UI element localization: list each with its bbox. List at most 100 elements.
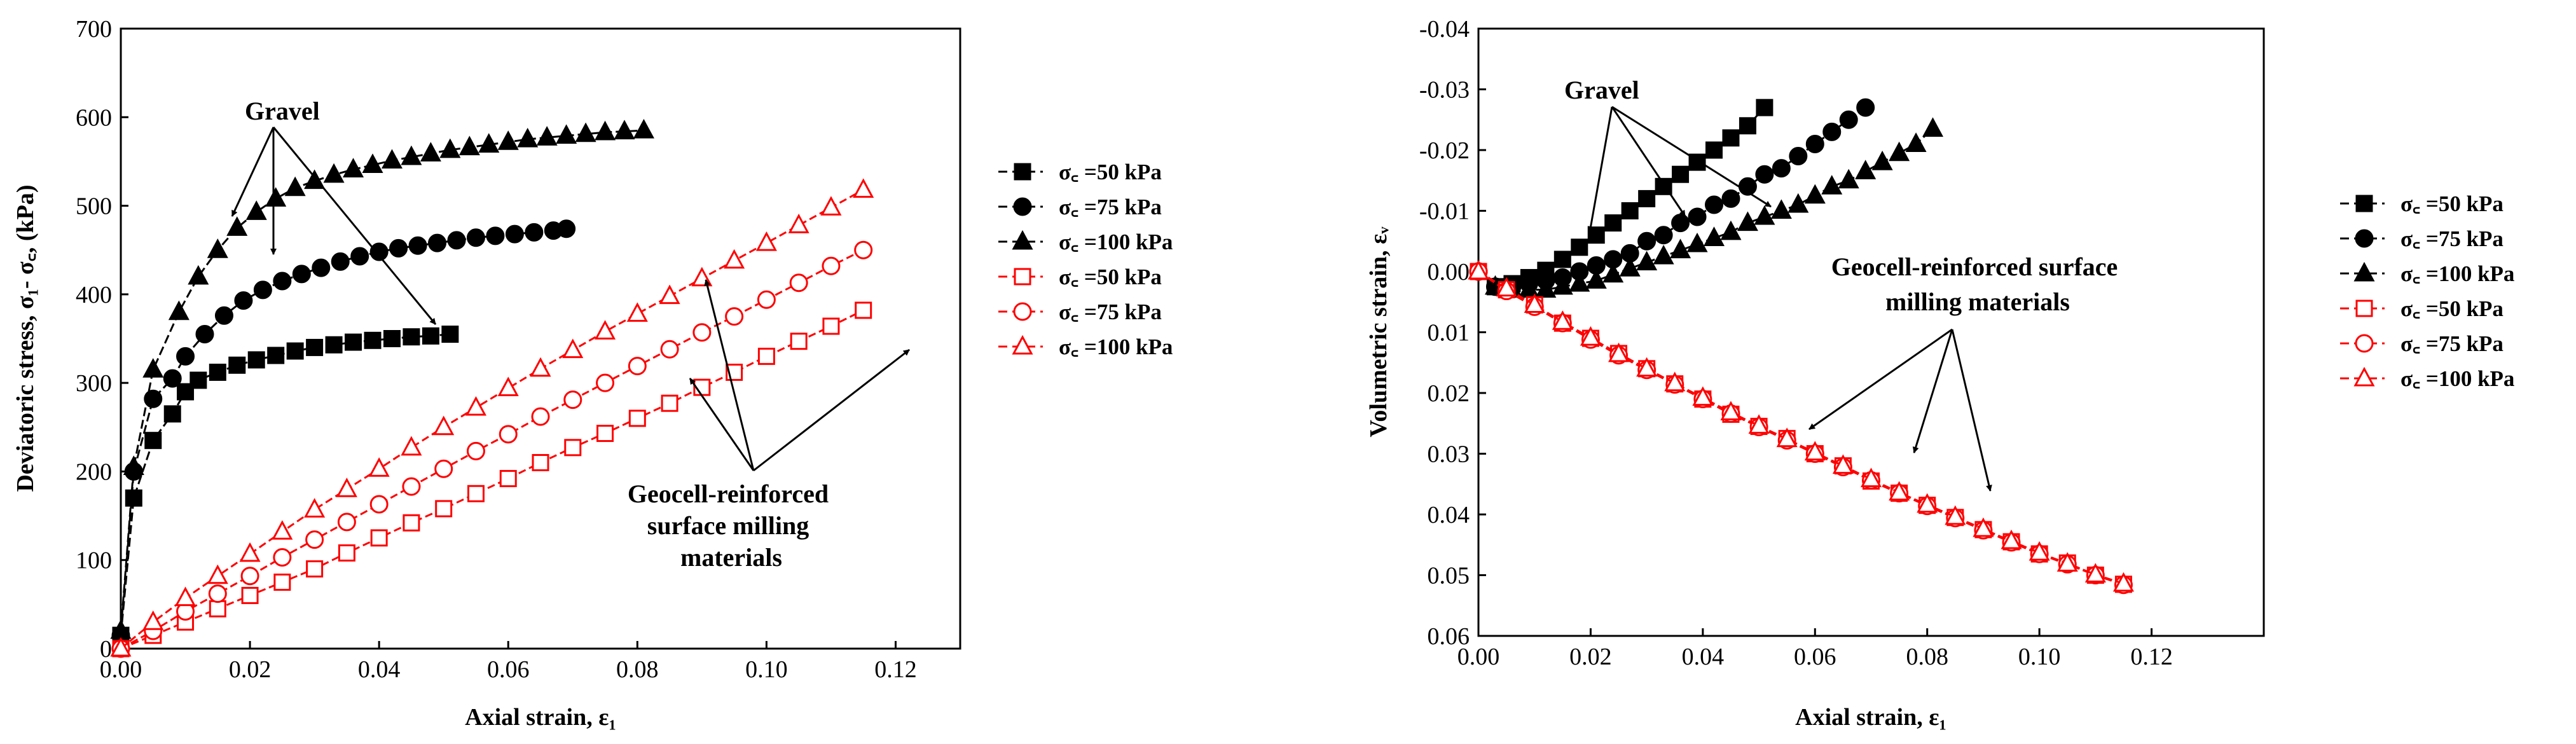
data-point [1604,214,1622,232]
data-point [369,242,389,261]
x-tick-label: 0.12 [2130,644,2173,670]
data-point [1922,117,1944,137]
legend-item: σ꜀ =100 kPa [2340,261,2514,286]
data-point [362,153,383,173]
x-tick-label: 0.10 [2018,644,2061,670]
data-point [305,530,324,549]
y-tick-label: -0.01 [1419,198,1470,225]
data-point [497,376,519,396]
legend-label: σ꜀ =100 kPa [2400,261,2514,286]
legend-item: σ꜀ =50 kPa [998,265,1162,289]
series-geocell-triangle [1468,259,2134,592]
data-point [350,247,369,266]
data-point [1856,98,1875,117]
legend-marker [1013,302,1032,321]
data-point [441,326,459,343]
legend-label: σ꜀ =50 kPa [1059,160,1162,184]
data-point [466,441,485,460]
data-point [1524,293,1545,313]
data-point [1822,122,1842,141]
legend-item: σ꜀ =50 kPa [998,160,1162,184]
data-point [556,124,577,144]
data-point [383,330,401,347]
data-point [1621,202,1639,219]
data-point [536,126,558,146]
plot-frame [120,27,961,650]
data-point [1585,269,1607,289]
series-line [1478,270,2124,585]
annotation-geocell-arrows [689,279,910,472]
series-line [1478,270,2124,586]
data-point [1905,132,1927,152]
legend-label: σ꜀ =50 kPa [2400,296,2504,321]
legend-marker [2353,366,2375,387]
data-point [1535,278,1557,298]
data-point [144,389,163,408]
data-point [517,127,539,148]
data-point [1653,244,1674,265]
y-tick-label: 300 [76,370,112,397]
data-point [1776,427,1798,448]
legend-marker [2355,300,2373,317]
data-point [337,513,356,532]
data-point [207,564,228,584]
data-point [1636,357,1658,377]
data-point [1692,386,1714,406]
x-tick-label: 0.02 [1569,644,1612,670]
data-point [1619,257,1641,277]
data-point [596,425,614,443]
data-point [788,214,809,233]
data-point [1804,441,1826,461]
y-axis-label: Volumetric strain, εᵥ [1365,226,1392,437]
y-tick-label: 0.04 [1428,502,1470,528]
series-layer [1468,98,2134,595]
axis-ticks: 0.00 0.02 0.04 0.06 0.08 0.10 0.12 -0.04 -0.03 -0… [1419,16,2173,670]
data-point [1756,99,1774,116]
data-point [209,600,226,617]
data-point [273,272,292,291]
data-point [660,340,679,359]
legend-marker [1014,163,1031,181]
data-point [499,425,518,444]
annotation-gravel: Gravel [1564,76,1639,104]
x-tick-label: 0.04 [1682,644,1725,670]
series-line [120,129,644,631]
data-point [691,266,713,287]
data-point [253,280,272,300]
x-tick-label: 0.12 [874,656,917,683]
data-point [1686,232,1708,252]
y-tick-label: 0.05 [1428,563,1470,589]
data-point [853,178,874,198]
legend-label: σ꜀ =100 kPa [1059,230,1173,254]
legend-marker [2355,229,2374,248]
data-point [1705,195,1723,214]
data-point [428,233,447,252]
data-point [343,158,364,177]
data-point [532,454,549,471]
y-tick-label: 500 [76,193,112,220]
legend-marker [2355,334,2374,353]
legend-item: σ꜀ =75 kPa [998,300,1162,324]
data-point [1468,259,1489,280]
data-point [1789,147,1808,166]
data-point [435,500,453,518]
data-point [855,301,872,319]
annotation-geocell: Geocell-reinforced surface milling mater… [1831,252,2125,316]
y-tick-label: -0.03 [1419,77,1470,104]
legend-marker [1013,197,1032,216]
data-point [1754,205,1775,225]
data-point [661,394,678,412]
data-point [1552,310,1573,330]
x-tick-label: 0.02 [229,656,272,683]
data-point [110,637,132,657]
data-point [247,351,265,369]
annotation-gravel: Gravel [245,97,320,125]
data-point [789,273,808,293]
legend-item: σ꜀ =50 kPa [2340,191,2504,216]
axis-ticks: 0.00 0.02 0.04 0.06 0.08 0.10 0.12 0 100 200 300 40… [76,16,917,683]
y-tick-label: 400 [76,282,112,308]
x-tick-label: 0.10 [745,656,788,683]
data-point [575,122,596,142]
data-point [273,574,291,591]
data-point [1553,251,1571,268]
